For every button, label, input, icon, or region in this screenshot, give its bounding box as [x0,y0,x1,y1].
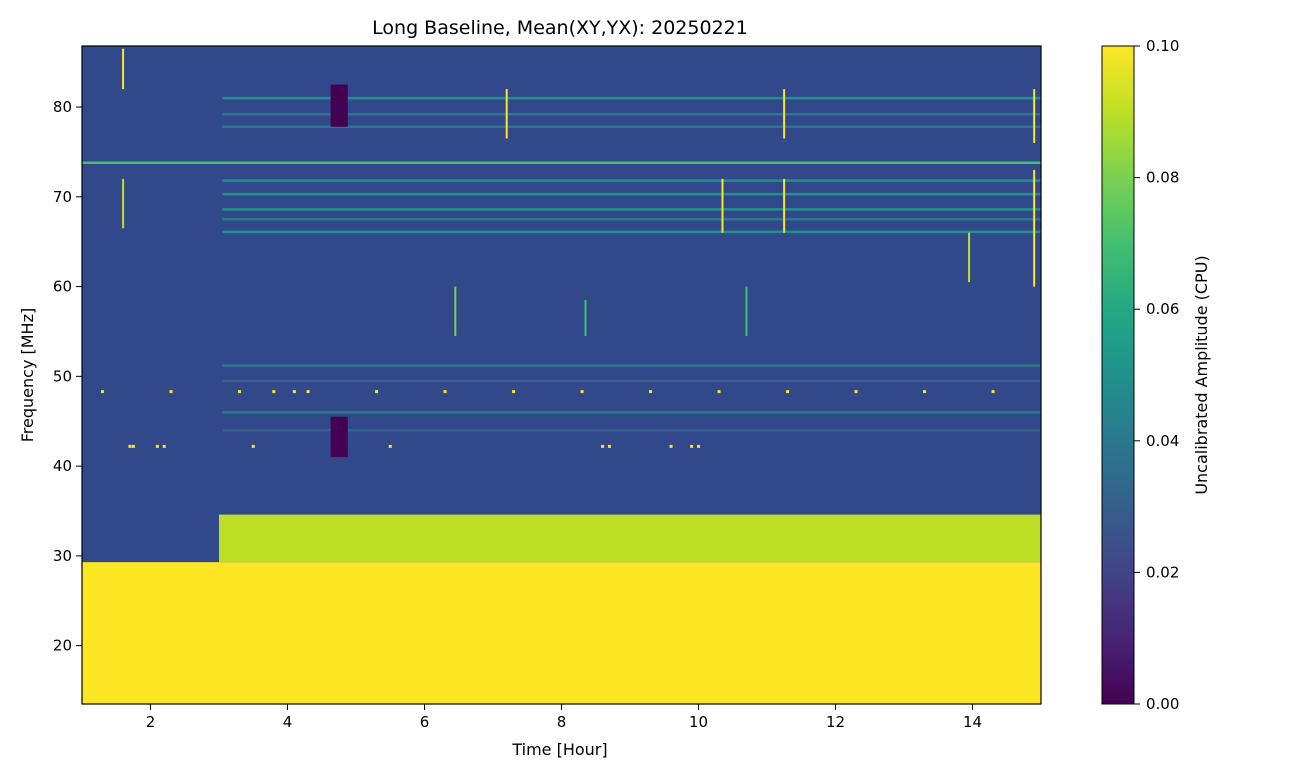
colorbar: 0.00 0.02 0.04 0.06 0.08 0.10 Uncalibrated Am… [1101,37,1211,713]
rfi-spot [388,444,392,448]
y-tick-label: 30 [53,547,72,565]
rfi-spot [238,390,242,394]
y-axis: 20 30 40 50 60 70 80 [53,98,82,655]
colorbar-tick-label: 0.04 [1146,432,1179,450]
rfi-spot [169,390,173,394]
rfi-spot [854,390,858,394]
x-axis: 2 4 6 8 10 12 14 [146,704,982,731]
colorbar-tick-label: 0.00 [1146,695,1179,713]
rfi-spot [786,390,790,394]
colorbar-tick-label: 0.08 [1146,169,1179,187]
rfi-spot [512,390,516,394]
rfi-spot [923,390,927,394]
rfi-spot [306,390,310,394]
rfi-spot [601,444,605,448]
x-tick-label: 14 [963,713,982,731]
colorbar-gradient [1101,45,1135,705]
rfi-spot [717,390,721,394]
x-tick-label: 12 [826,713,845,731]
heatmap-region-low-band-saturated [82,562,1041,704]
rfi-spot [649,390,653,394]
colorbar-tick-label: 0.10 [1146,37,1179,55]
rfi-spot [991,390,995,394]
rfi-spot [669,444,673,448]
rfi-spot [101,390,105,394]
y-tick-label: 20 [53,637,72,655]
y-tick-label: 60 [53,278,72,296]
rfi-spot [607,444,611,448]
rfi-spot [272,390,276,394]
heatmap-region-mid-band-bright [219,514,1041,563]
colorbar-label: Uncalibrated Amplitude (CPU) [1192,255,1211,494]
x-axis-label: Time [Hour] [511,740,607,759]
x-tick-label: 6 [420,713,430,731]
rfi-spot [443,390,447,394]
chart-title: Long Baseline, Mean(XY,YX): 20250221 [372,17,748,39]
rfi-spot [580,390,584,394]
rfi-spot [375,390,379,394]
rfi-spot [251,444,255,448]
y-tick-label: 40 [53,457,72,475]
plot-area [82,46,1041,704]
colorbar-tick-label: 0.02 [1146,563,1179,581]
y-axis-label: Frequency [MHz] [18,308,37,442]
rfi-spot [162,444,166,448]
x-tick-label: 8 [557,713,567,731]
flagged-block [330,416,348,458]
rfi-spot [155,444,159,448]
x-tick-label: 2 [146,713,156,731]
y-tick-label: 70 [53,188,72,206]
rfi-spot [131,444,135,448]
rfi-spot [292,390,296,394]
y-tick-label: 80 [53,98,72,116]
rfi-spot [128,444,132,448]
y-tick-label: 50 [53,367,72,385]
x-tick-label: 10 [689,713,708,731]
flagged-block [330,84,348,127]
rfi-spot [690,444,694,448]
rfi-spot [697,444,700,448]
x-tick-label: 4 [283,713,293,731]
colorbar-tick-label: 0.06 [1146,300,1179,318]
